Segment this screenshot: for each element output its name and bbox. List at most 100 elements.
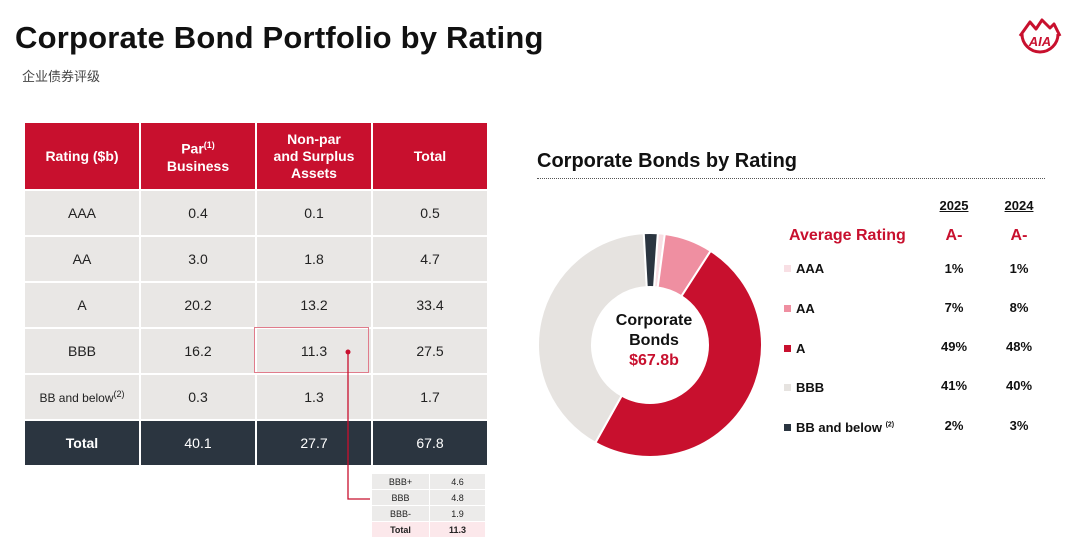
header-par-footnote: (1) — [203, 140, 215, 151]
rating-label: A — [77, 297, 87, 313]
pct-2024-a: 48% — [1005, 339, 1033, 354]
cell-total: 67.8 — [371, 419, 489, 467]
page-title: Corporate Bond Portfolio by Rating — [15, 20, 544, 55]
legend-label: BBB — [796, 380, 825, 395]
pct-2025-bbb: 41% — [940, 378, 968, 393]
cell-rating: BBB — [23, 327, 141, 375]
center-label-line-2: Bonds — [629, 332, 679, 349]
donut-chart — [537, 232, 763, 458]
breakdown-value: 1.9 — [429, 505, 486, 522]
header-nonpar-line-2: and Surplus — [273, 147, 355, 164]
legend-swatch — [784, 384, 791, 392]
breakdown-value: 4.8 — [429, 489, 486, 506]
header-rating: Rating ($b) — [23, 121, 141, 191]
header-nonpar-line-1: Non-par — [287, 130, 341, 147]
cell-nonpar: 11.3 — [255, 327, 373, 375]
header-par: Par(1) Business — [139, 121, 257, 191]
breakdown-label: BBB — [371, 489, 430, 506]
legend-label: AA — [796, 301, 815, 316]
header-rating-label: Rating ($b) — [45, 147, 119, 164]
legend-label: A — [796, 341, 806, 356]
legend-item-bbb: BBB — [784, 380, 824, 395]
table-row: A 20.2 13.2 33.4 — [23, 281, 489, 329]
table-header-row: Rating ($b) Par(1) Business Non-par and Su… — [23, 121, 489, 191]
breakdown-label: BBB+ — [371, 473, 430, 490]
cell-total: 1.7 — [371, 373, 489, 421]
donut-hole — [592, 287, 708, 403]
cell-total: 33.4 — [371, 281, 489, 329]
rating-label: AAA — [67, 205, 96, 221]
cell-par: 20.2 — [139, 281, 257, 329]
rating-label: AA — [72, 251, 92, 267]
header-par-label-2: Business — [166, 157, 230, 174]
breakdown-row: BBB+ 4.6 — [371, 473, 486, 490]
pct-2024-aaa: 1% — [1009, 261, 1029, 276]
cell-par: 16.2 — [139, 327, 257, 375]
legend-swatch — [784, 265, 791, 273]
table-row: BBB 16.2 11.3 27.5 — [23, 327, 489, 375]
table-row: AA 3.0 1.8 4.7 — [23, 235, 489, 283]
pct-2024-bbb: 40% — [1005, 378, 1033, 393]
center-value: $67.8b — [629, 352, 679, 369]
cell-par: 0.4 — [139, 189, 257, 237]
breakdown-row: BBB- 1.9 — [371, 505, 486, 522]
cell-nonpar: 27.7 — [255, 419, 373, 467]
average-rating-label: Average Rating — [789, 227, 906, 244]
rating-label: BBB — [67, 343, 96, 359]
bond-rating-table: Rating ($b) Par(1) Business Non-par and Su… — [23, 121, 489, 467]
pct-2024-bb-and-below: 3% — [1009, 418, 1029, 433]
connector-line — [347, 352, 370, 500]
average-rating-2025: A- — [945, 227, 963, 244]
cell-par: 3.0 — [139, 235, 257, 283]
average-rating-2024: A- — [1010, 227, 1028, 244]
year-header-2025: 2025 — [939, 198, 969, 213]
cell-par: 0.3 — [139, 373, 257, 421]
cell-nonpar: 1.8 — [255, 235, 373, 283]
cell-rating: BB and below(2) — [23, 373, 141, 421]
breakdown-label: BBB- — [371, 505, 430, 522]
cell-total: 4.7 — [371, 235, 489, 283]
donut-center-label: Corporate Bonds $67.8b — [594, 311, 714, 371]
cell-nonpar: 1.3 — [255, 373, 373, 421]
legend-swatch — [784, 345, 791, 353]
breakdown-row: BBB 4.8 — [371, 489, 486, 506]
cell-nonpar: 0.1 — [255, 189, 373, 237]
cell-total: 0.5 — [371, 189, 489, 237]
legend-label: BB and below — [796, 420, 882, 435]
center-label-line-1: Corporate — [615, 312, 693, 329]
pct-2025-aa: 7% — [944, 300, 964, 315]
legend-footnote: (2) — [885, 421, 895, 429]
legend-item-aa: AA — [784, 301, 815, 316]
header-par-label: Par — [181, 140, 204, 157]
legend-item-bb-and-below: BB and below (2) — [784, 420, 894, 435]
cell-par: 40.1 — [139, 419, 257, 467]
cell-rating: Total — [23, 419, 141, 467]
table-row: AAA 0.4 0.1 0.5 — [23, 189, 489, 237]
header-total-label: Total — [413, 147, 447, 164]
cell-rating: AA — [23, 235, 141, 283]
cell-total: 27.5 — [371, 327, 489, 375]
pct-2025-a: 49% — [940, 339, 968, 354]
rating-label: BB and below — [39, 391, 114, 405]
breakdown-label: Total — [371, 521, 430, 538]
chart-title: Corporate Bonds by Rating — [537, 150, 798, 172]
title-divider — [537, 178, 1045, 179]
header-nonpar: Non-par and Surplus Assets — [255, 121, 373, 191]
legend-item-a: A — [784, 341, 805, 356]
aia-logo-icon: AIA — [1018, 18, 1062, 54]
cell-rating: A — [23, 281, 141, 329]
legend-swatch — [784, 424, 791, 432]
breakdown-value: 4.6 — [429, 473, 486, 490]
breakdown-total-row: Total 11.3 — [371, 521, 486, 538]
table-row: BB and below(2) 0.3 1.3 1.7 — [23, 373, 489, 421]
pct-2025-aaa: 1% — [944, 261, 964, 276]
cell-rating: AAA — [23, 189, 141, 237]
legend-label: AAA — [796, 261, 825, 276]
legend-item-aaa: AAA — [784, 261, 824, 276]
pct-2024-aa: 8% — [1009, 300, 1029, 315]
legend-swatch — [784, 305, 791, 313]
year-header-2024: 2024 — [1004, 198, 1034, 213]
header-nonpar-line-3: Assets — [291, 164, 337, 181]
rating-footnote: (2) — [113, 389, 125, 399]
pct-2025-bb-and-below: 2% — [944, 418, 964, 433]
